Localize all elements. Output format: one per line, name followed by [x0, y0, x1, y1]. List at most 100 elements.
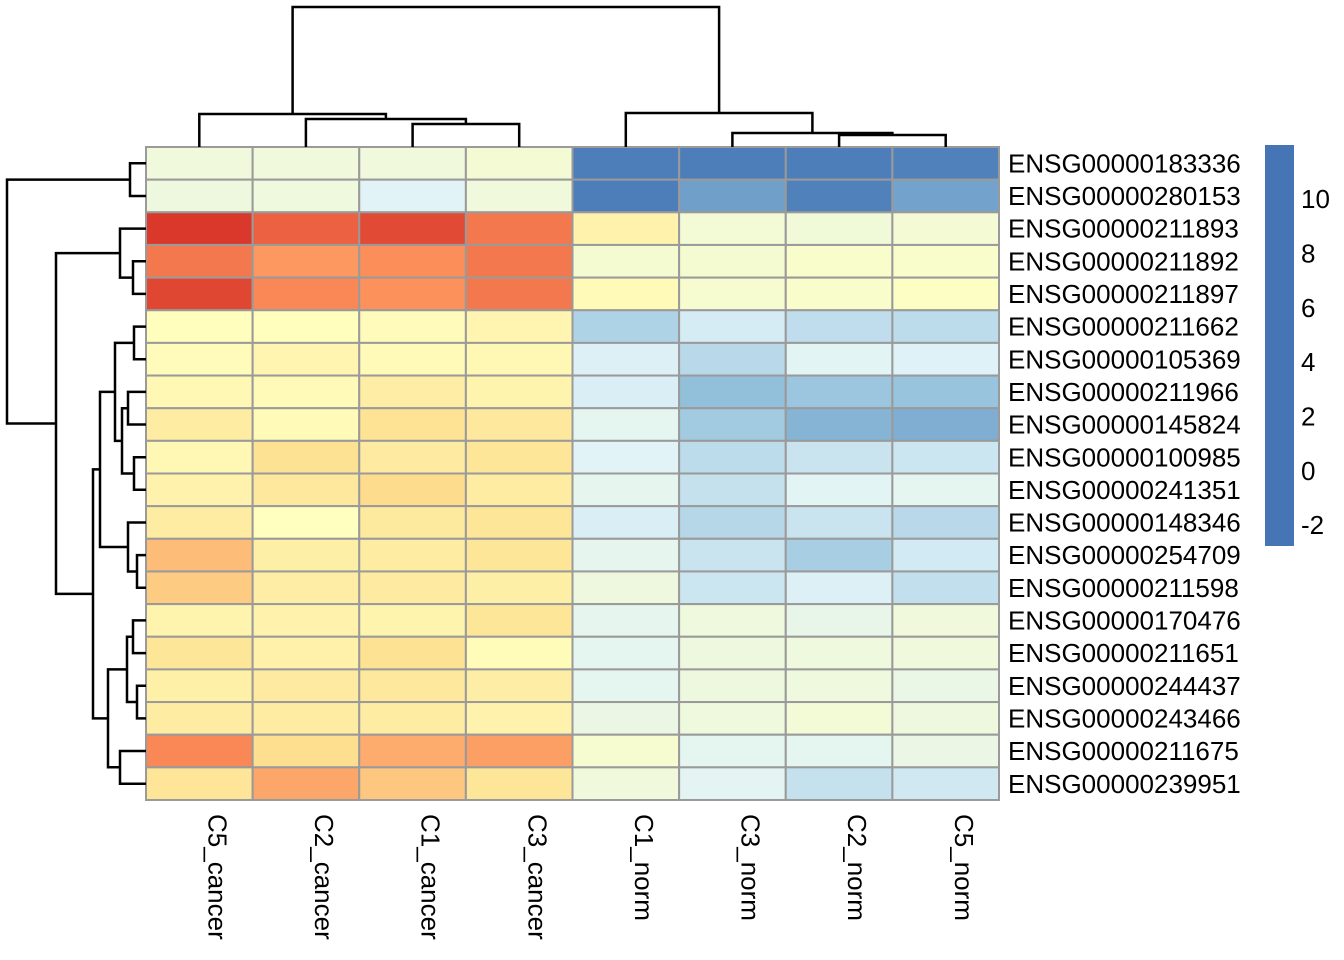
heatmap-cell — [358, 439, 467, 475]
heatmap-cell — [784, 668, 894, 704]
heatmap-cell — [571, 472, 681, 508]
row-label: ENSG00000211598 — [1008, 573, 1239, 603]
heatmap-cell — [251, 766, 361, 801]
heatmap-cell — [464, 766, 574, 801]
heatmap-cell — [891, 341, 1001, 377]
heatmap-cell — [571, 341, 681, 377]
row-dendrogram-branch — [126, 390, 146, 426]
heatmap-cell — [891, 439, 1001, 475]
heatmap-cell — [678, 635, 787, 671]
heatmap-cell — [145, 276, 254, 312]
heatmap-cell — [464, 603, 574, 638]
legend-tick-label: 8 — [1301, 238, 1315, 268]
col-dendrogram-branch — [411, 122, 521, 147]
heatmap-cell — [678, 439, 787, 475]
row-label: ENSG00000105369 — [1008, 344, 1241, 374]
heatmap-cell — [251, 505, 361, 540]
heatmap-cell — [571, 211, 681, 246]
heatmap-cell — [678, 243, 787, 279]
row-dendrogram-branch — [128, 162, 146, 198]
row-label: ENSG00000148346 — [1008, 508, 1241, 538]
heatmap-cell — [251, 407, 361, 442]
heatmap-cell — [891, 701, 1001, 736]
heatmap-cell — [678, 276, 787, 312]
row-label: ENSG00000243466 — [1008, 704, 1241, 734]
row-label: ENSG00000170476 — [1008, 606, 1241, 636]
heatmap-cell — [145, 766, 254, 801]
heatmap-cell — [251, 570, 361, 606]
row-label: ENSG00000254709 — [1008, 540, 1241, 570]
heatmap-cell — [464, 505, 574, 540]
heatmap-cell — [464, 341, 574, 377]
row-dendrogram-branch — [5, 178, 130, 425]
heatmap-cell — [358, 309, 467, 344]
heatmap-cell — [358, 276, 467, 312]
row-label: ENSG00000211675 — [1008, 736, 1239, 766]
heatmap-cell — [784, 374, 894, 410]
heatmap-cell — [251, 374, 361, 410]
heatmap-cell — [678, 733, 787, 769]
heatmap-cell — [678, 341, 787, 377]
heatmap-cell — [678, 211, 787, 246]
heatmap-cell — [464, 374, 574, 410]
heatmap-cell — [464, 276, 574, 312]
heatmap-cell — [784, 341, 894, 377]
heatmap-cell — [145, 374, 254, 410]
heatmap-cell — [358, 603, 467, 638]
heatmap-cell — [891, 733, 1001, 769]
row-dendrogram-branch — [131, 619, 146, 655]
heatmap-cell — [358, 211, 467, 246]
heatmap-cell — [464, 407, 574, 442]
heatmap-cell — [571, 701, 681, 736]
col-label: C1_norm — [629, 814, 659, 921]
col-dendrogram-branch — [837, 133, 947, 147]
row-labels: ENSG00000183336ENSG00000280153ENSG000002… — [1008, 148, 1241, 798]
heatmap-cell — [251, 341, 361, 377]
heatmap-cell — [464, 570, 574, 606]
heatmap-cell — [678, 178, 787, 214]
heatmap-cell — [358, 341, 467, 377]
legend-tick-labels: 10 8 6 4 2 0 -2 — [1301, 184, 1330, 540]
col-label: C1_cancer — [416, 814, 446, 940]
heatmap-cell — [678, 505, 787, 540]
heatmap-cell — [891, 178, 1001, 214]
heatmap-cell — [891, 243, 1001, 279]
heatmap-cell — [464, 537, 574, 573]
legend-tick-label: 2 — [1301, 402, 1315, 432]
heatmap-cell — [571, 733, 681, 769]
legend-tick-label: 10 — [1301, 184, 1330, 214]
row-dendrogram-branch — [135, 684, 146, 720]
col-label: C5_cancer — [202, 814, 232, 940]
row-label: ENSG00000145824 — [1008, 410, 1241, 440]
heatmap-cell — [784, 407, 894, 442]
heatmap-cell — [571, 243, 681, 279]
col-label: C5_norm — [949, 814, 979, 921]
heatmap-cell — [145, 505, 254, 540]
heatmap-cell — [358, 178, 467, 214]
heatmap-cell — [464, 309, 574, 344]
heatmap-cell — [251, 472, 361, 508]
heatmap-cell — [464, 211, 574, 246]
heatmap-cell — [678, 309, 787, 344]
col-label: C2_cancer — [309, 814, 339, 940]
heatmap-cell — [464, 146, 574, 181]
heatmap-cell — [571, 439, 681, 475]
heatmap-cell — [891, 309, 1001, 344]
heatmap-cell — [784, 766, 894, 801]
row-label: ENSG00000211651 — [1008, 638, 1239, 668]
heatmap-cell — [571, 635, 681, 671]
row-dendrogram-branch — [135, 553, 146, 590]
heatmap-cell — [251, 276, 361, 312]
row-label: ENSG00000239951 — [1008, 769, 1241, 799]
heatmap-cell — [891, 603, 1001, 638]
heatmap-cell — [358, 635, 467, 671]
heatmap-cell — [358, 570, 467, 606]
heatmap-cell — [678, 407, 787, 442]
col-dendrogram-branch — [624, 111, 814, 147]
legend-tick-label: 0 — [1301, 456, 1315, 486]
row-label: ENSG00000100985 — [1008, 442, 1241, 472]
heatmap-cell — [571, 146, 681, 181]
heatmap-cell — [891, 374, 1001, 410]
heatmap-cell — [571, 766, 681, 801]
